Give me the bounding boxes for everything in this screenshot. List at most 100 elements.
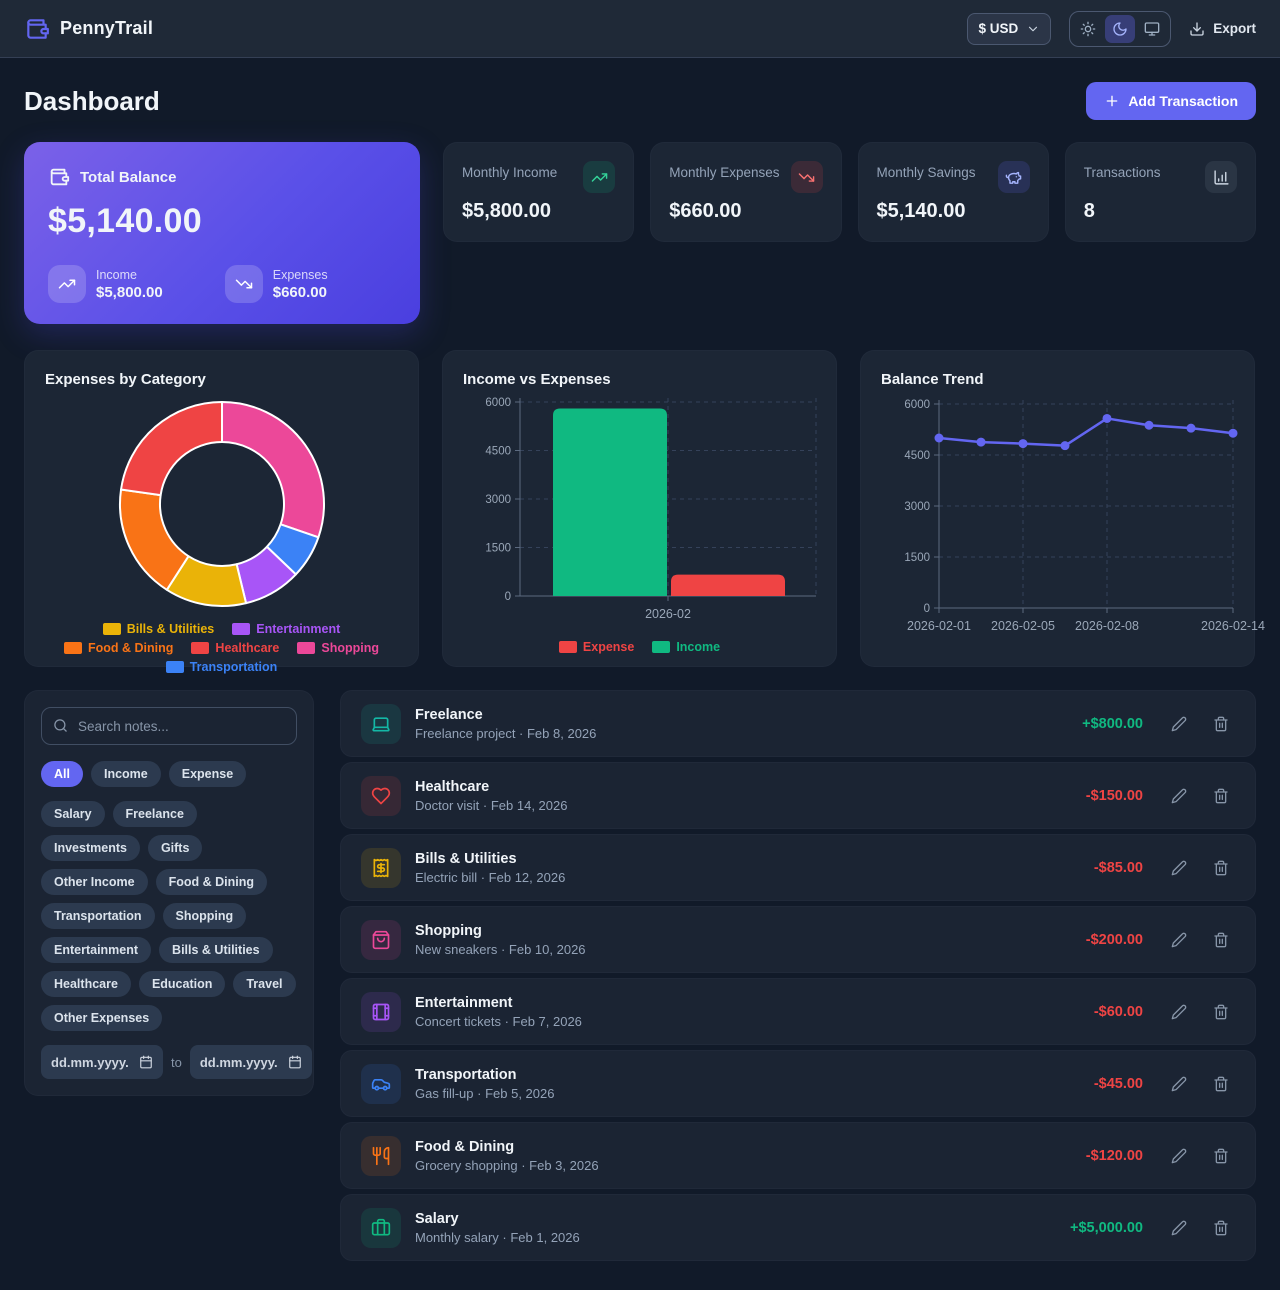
category-chip-bills-utilities[interactable]: Bills & Utilities: [159, 937, 273, 963]
type-chip-all[interactable]: All: [41, 761, 83, 787]
stat-card-top: Monthly Income: [462, 161, 616, 193]
category-chip-shopping[interactable]: Shopping: [162, 903, 247, 929]
category-chip-gifts[interactable]: Gifts: [147, 835, 203, 861]
trash-icon: [1213, 932, 1229, 948]
category-chip-transportation[interactable]: Transportation: [41, 903, 155, 929]
main-content: Dashboard Add Transaction Total Balance …: [0, 58, 1280, 1290]
category-chip-other-income[interactable]: Other Income: [41, 869, 148, 895]
legend-label: Shopping: [321, 641, 379, 655]
balance-trend-card: Balance Trend 0 1500 3000 4500 6000 2026-02-0…: [860, 350, 1265, 667]
transaction-category: Freelance: [415, 706, 483, 723]
legend-label: Food & Dining: [88, 641, 174, 655]
search-input[interactable]: [41, 707, 297, 745]
legend-label: Entertainment: [256, 622, 341, 636]
svg-text:6000: 6000: [485, 397, 511, 409]
pencil-icon: [1171, 1004, 1187, 1020]
delete-transaction-button[interactable]: [1207, 854, 1235, 882]
category-chip-travel[interactable]: Travel: [233, 971, 296, 997]
transaction-note-date: Gas fill-up · Feb 5, 2026: [415, 1085, 555, 1101]
transaction-row: Healthcare Doctor visit · Feb 14, 2026 -$1…: [340, 762, 1256, 829]
type-chip-expense[interactable]: Expense: [168, 761, 247, 787]
delete-transaction-button[interactable]: [1207, 998, 1235, 1026]
delete-transaction-button[interactable]: [1207, 782, 1235, 810]
svg-text:3000: 3000: [485, 494, 511, 506]
download-icon: [1189, 21, 1205, 37]
edit-transaction-button[interactable]: [1165, 998, 1193, 1026]
expenses-value: $660.00: [272, 283, 327, 301]
edit-transaction-button[interactable]: [1165, 710, 1193, 738]
transaction-category: Bills & Utilities: [415, 850, 517, 867]
edit-transaction-button[interactable]: [1165, 926, 1193, 954]
category-chip-entertainment[interactable]: Entertainment: [41, 937, 152, 963]
delete-transaction-button[interactable]: [1207, 710, 1235, 738]
line-point: [934, 433, 944, 443]
legend-swatch: [558, 641, 577, 653]
svg-text:3000: 3000: [904, 501, 930, 513]
bottom-row: All Income Expense Salary Freelance Investme…: [24, 690, 1256, 1266]
doughnut-svg: [119, 401, 325, 607]
car-icon: [361, 1063, 401, 1104]
line-point: [1144, 420, 1154, 430]
app-title: PennyTrail: [60, 18, 154, 38]
doughnut-slice-shopping: [221, 401, 325, 539]
category-chip-food-dining[interactable]: Food & Dining: [155, 869, 267, 895]
category-chip-investments[interactable]: Investments: [41, 835, 140, 861]
delete-transaction-button[interactable]: [1207, 1070, 1235, 1098]
balance-trend-line: [938, 417, 1234, 447]
category-chip-other-expenses[interactable]: Other Expenses: [41, 1005, 163, 1031]
stat-value: $5,140.00: [876, 200, 966, 222]
currency-select[interactable]: $ USD: [967, 12, 1052, 45]
transaction-category: Food & Dining: [415, 1138, 515, 1155]
type-filter-chips: All Income Expense: [41, 761, 297, 787]
delete-transaction-button[interactable]: [1207, 1142, 1235, 1170]
edit-transaction-button[interactable]: [1165, 1214, 1193, 1242]
export-label: Export: [1213, 21, 1256, 36]
theme-dark-button[interactable]: [1105, 14, 1136, 43]
doughnut-chart: [45, 394, 398, 616]
chart-title: Income vs Expenses: [463, 371, 611, 388]
svg-text:2026-02: 2026-02: [645, 607, 691, 621]
add-transaction-button[interactable]: Add Transaction: [1086, 82, 1256, 120]
transaction-row: Food & Dining Grocery shopping · Feb 3, 2…: [340, 1122, 1256, 1189]
transaction-text: Healthcare Doctor visit · Feb 14, 2026: [415, 779, 1072, 813]
stat-card-top: Monthly Expenses: [669, 161, 823, 193]
delete-transaction-button[interactable]: [1207, 926, 1235, 954]
stat-card-monthly-savings: Monthly Savings $5,140.00: [857, 142, 1049, 242]
transaction-list: Freelance Freelance project · Feb 8, 2026…: [340, 690, 1256, 1266]
add-transaction-label: Add Transaction: [1128, 93, 1238, 109]
svg-text:2026-02-05: 2026-02-05: [991, 619, 1055, 633]
transaction-note-date: New sneakers · Feb 10, 2026: [415, 941, 586, 957]
transaction-text: Salary Monthly salary · Feb 1, 2026: [415, 1211, 1056, 1245]
pencil-icon: [1171, 716, 1187, 732]
date-to-input[interactable]: dd.mm.yyyy.: [189, 1045, 312, 1079]
type-chip-income[interactable]: Income: [90, 761, 161, 787]
charts-row: Expenses by Category Bills & Utilities En…: [24, 350, 1265, 674]
transaction-row: Shopping New sneakers · Feb 10, 2026 -$200…: [340, 906, 1256, 973]
edit-transaction-button[interactable]: [1165, 1070, 1193, 1098]
svg-text:2026-02-01: 2026-02-01: [907, 619, 971, 633]
theme-system-button[interactable]: [1137, 15, 1167, 43]
balance-value: $5,140.00: [48, 202, 202, 240]
transaction-amount: -$120.00: [1085, 1147, 1143, 1164]
edit-transaction-button[interactable]: [1165, 854, 1193, 882]
line-point: [976, 437, 986, 447]
edit-transaction-button[interactable]: [1165, 782, 1193, 810]
legend-swatch: [652, 641, 671, 653]
theme-light-button[interactable]: [1073, 15, 1103, 43]
category-chip-education[interactable]: Education: [138, 971, 226, 997]
delete-transaction-button[interactable]: [1207, 1214, 1235, 1242]
trash-icon: [1213, 788, 1229, 804]
date-from-input[interactable]: dd.mm.yyyy.: [41, 1045, 163, 1079]
bar-svg: 0 1500 3000 4500 6000 2026-02: [485, 397, 817, 621]
date-to-placeholder: dd.mm.yyyy.: [199, 1054, 278, 1070]
bar-income: [553, 408, 667, 596]
transaction-category: Shopping: [415, 922, 482, 939]
category-chip-healthcare[interactable]: Healthcare: [41, 971, 131, 997]
bar-chart: 0 1500 3000 4500 6000 2026-02: [463, 394, 817, 634]
category-chip-freelance[interactable]: Freelance: [112, 801, 197, 827]
export-button[interactable]: Export: [1189, 21, 1256, 37]
category-chip-salary[interactable]: Salary: [41, 801, 105, 827]
edit-transaction-button[interactable]: [1165, 1142, 1193, 1170]
category-filter-chips: Salary Freelance Investments Gifts Other Inc…: [41, 801, 297, 1031]
stat-card-top: Transactions: [1084, 161, 1237, 193]
